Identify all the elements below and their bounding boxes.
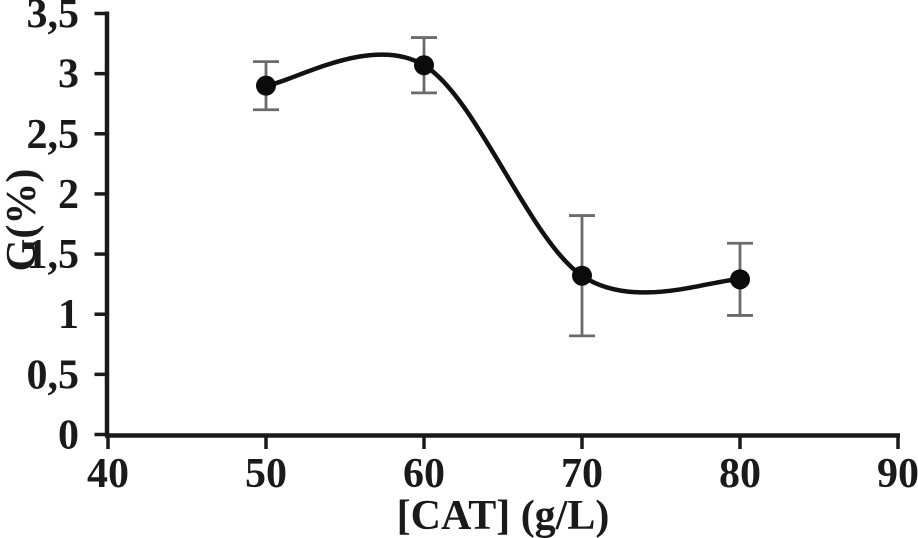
y-tick-label: 0,5 [27,352,80,398]
y-tick-label: 1 [58,292,79,338]
x-axis-title: [CAT] (g/L) [396,493,610,538]
data-point-marker [730,269,750,290]
x-tick-label: 60 [403,451,445,497]
y-tick-label: 0 [58,413,79,459]
x-tick-label: 90 [877,451,918,497]
y-axis-title: G(%) [0,168,45,272]
y-tick-label: 2 [58,172,79,218]
y-tick-label: 1,5 [27,232,80,278]
x-tick-label: 50 [245,451,287,497]
x-tick-label: 80 [719,451,761,497]
y-tick-label: 3,5 [27,0,80,38]
trend-curve [263,52,743,295]
data-point-marker [572,265,592,286]
data-point-marker [414,55,434,76]
y-tick-label: 2,5 [27,112,80,158]
data-point-marker [256,75,276,96]
y-tick-label: 3 [58,52,79,98]
x-tick-label: 40 [87,451,129,497]
x-tick-label: 70 [561,451,603,497]
